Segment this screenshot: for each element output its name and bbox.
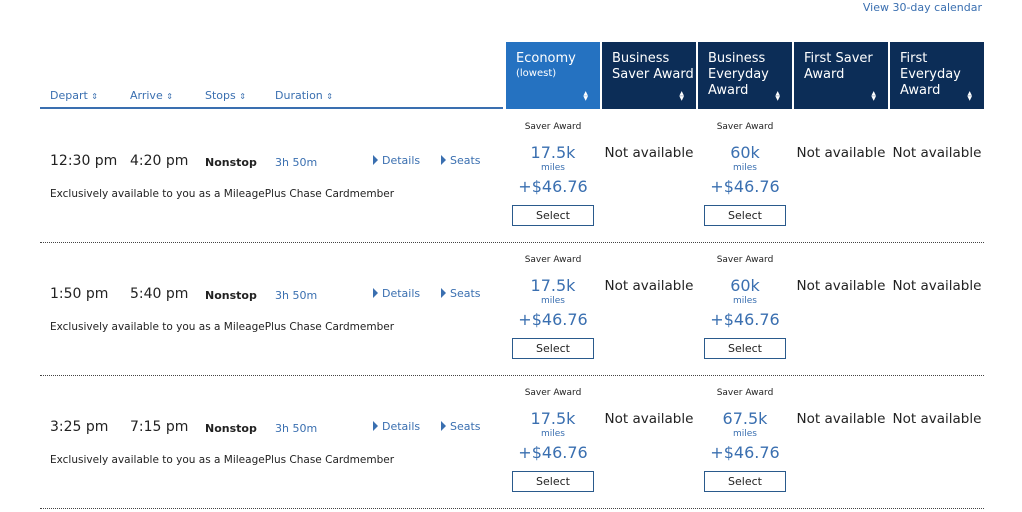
miles-value: 60k [730,276,760,295]
select-button[interactable]: Select [512,205,594,226]
saver-award-label: Saver Award [716,255,774,265]
duration: 3h 50m [275,156,318,169]
not-available: Not available [796,411,886,427]
seats-link[interactable]: Seats [441,287,481,300]
sort-updown-icon: ▲ ▼ [775,90,780,102]
saver-award-label: Saver Award [524,255,582,265]
fare-column-header[interactable]: Economy (lowest) ▲ ▼ [506,42,600,109]
fare-column-header[interactable]: Business Saver Award ▲ ▼ [602,42,696,109]
duration: 3h 50m [275,422,318,435]
fare-column-header[interactable]: Business Everyday Award ▲ ▼ [698,42,792,109]
stops: Nonstop [205,156,257,169]
miles-value: 60k [730,143,760,162]
duration: 3h 50m [275,289,318,302]
select-button[interactable]: Select [512,471,594,492]
arrive-time: 7:15 pm [130,419,189,435]
not-available: Not available [604,278,694,294]
depart-time: 12:30 pm [50,153,118,169]
select-button[interactable]: Select [704,205,786,226]
saver-award-label: Saver Award [716,388,774,398]
sort-updown-icon: ▲ ▼ [583,90,588,102]
cardmember-note: Exclusively available to you as a Mileag… [50,188,395,200]
arrive-time: 4:20 pm [130,153,189,169]
sort-updown-icon: ▲ ▼ [679,90,684,102]
stops: Nonstop [205,289,257,302]
view-calendar-link[interactable]: View 30-day calendar [862,1,982,14]
miles-value: 17.5k [530,276,576,295]
fare-column-header[interactable]: First Everyday Award ▲ ▼ [890,42,984,109]
price: +$46.76 [710,177,780,196]
miles-unit: miles [733,163,757,173]
not-available: Not available [796,145,886,161]
miles-value: 67.5k [722,409,768,428]
select-button[interactable]: Select [704,338,786,359]
arrive-time: 5:40 pm [130,286,189,302]
not-available: Not available [796,278,886,294]
price: +$46.76 [518,310,588,329]
miles-unit: miles [541,296,565,306]
seats-link[interactable]: Seats [441,154,481,167]
row-divider [40,508,984,509]
sort-updown-icon: ⇕ [166,92,173,101]
price: +$46.76 [518,177,588,196]
not-available: Not available [892,411,982,427]
saver-award-label: Saver Award [524,388,582,398]
price: +$46.76 [710,443,780,462]
not-available: Not available [892,145,982,161]
sort-depart[interactable]: Depart ⇕ [50,89,98,102]
row-divider [40,242,984,243]
details-link[interactable]: Details [373,420,420,433]
sort-stops[interactable]: Stops ⇕ [205,89,246,102]
miles-unit: miles [733,429,757,439]
sort-updown-icon: ⇕ [91,92,98,101]
sort-updown-icon: ▲ ▼ [967,90,972,102]
details-link[interactable]: Details [373,287,420,300]
stops: Nonstop [205,422,257,435]
not-available: Not available [604,411,694,427]
depart-time: 3:25 pm [50,419,109,435]
miles-value: 17.5k [530,409,576,428]
row-divider [40,375,984,376]
depart-time: 1:50 pm [50,286,109,302]
header-underline [40,107,503,109]
sort-updown-icon: ⇕ [239,92,246,101]
saver-award-label: Saver Award [524,122,582,132]
sort-updown-icon: ⇕ [326,92,333,101]
seats-link[interactable]: Seats [441,420,481,433]
miles-unit: miles [733,296,757,306]
not-available: Not available [604,145,694,161]
select-button[interactable]: Select [704,471,786,492]
sort-duration[interactable]: Duration ⇕ [275,89,333,102]
saver-award-label: Saver Award [716,122,774,132]
miles-unit: miles [541,163,565,173]
not-available: Not available [892,278,982,294]
flight-row: 1:50 pm 5:40 pm Nonstop 3h 50m Details S… [0,243,1022,376]
sort-updown-icon: ▲ ▼ [871,90,876,102]
fare-column-header[interactable]: First Saver Award ▲ ▼ [794,42,888,109]
select-button[interactable]: Select [512,338,594,359]
sort-arrive[interactable]: Arrive ⇕ [130,89,173,102]
price: +$46.76 [518,443,588,462]
flight-row: 3:25 pm 7:15 pm Nonstop 3h 50m Details S… [0,376,1022,509]
cardmember-note: Exclusively available to you as a Mileag… [50,454,395,466]
cardmember-note: Exclusively available to you as a Mileag… [50,321,395,333]
price: +$46.76 [710,310,780,329]
miles-unit: miles [541,429,565,439]
details-link[interactable]: Details [373,154,420,167]
miles-value: 17.5k [530,143,576,162]
flight-row: 12:30 pm 4:20 pm Nonstop 3h 50m Details … [0,110,1022,243]
